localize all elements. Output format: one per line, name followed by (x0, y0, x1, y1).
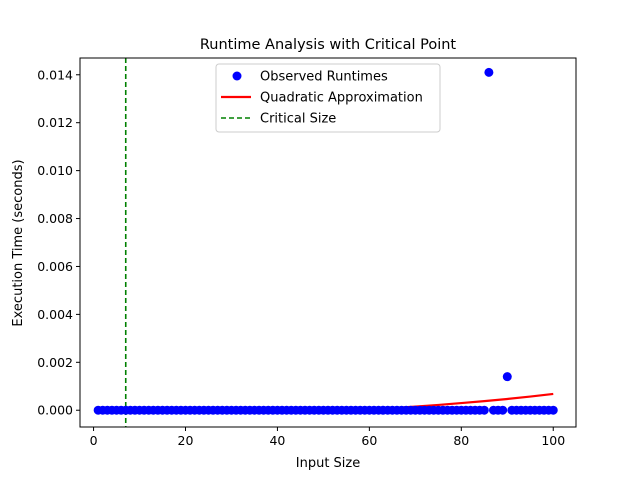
observed-runtime-point (484, 67, 494, 77)
y-tick-label: 0.004 (37, 307, 73, 322)
observed-runtime-point (498, 405, 508, 415)
plot-area (93, 58, 558, 427)
y-tick-label: 0.002 (37, 355, 73, 370)
y-axis-ticks: 0.000 0.002 0.004 0.006 0.008 0.010 0.012 0.014 (37, 67, 80, 418)
plot-frame (79, 57, 577, 428)
legend-quadratic-label: Quadratic Approximation (260, 91, 423, 106)
y-axis-label: Execution Time (seconds) (11, 159, 26, 326)
x-tick-label: 0 (90, 433, 98, 448)
observed-runtime-point (479, 405, 489, 415)
legend: Observed Runtimes Quadratic Approximatio… (215, 63, 441, 133)
x-tick-label: 20 (178, 433, 194, 448)
chart-title: Runtime Analysis with Critical Point (200, 37, 457, 53)
legend-observed-label: Observed Runtimes (260, 70, 388, 85)
x-tick-label: 40 (269, 433, 285, 448)
x-tick-label: 60 (361, 433, 377, 448)
y-tick-label: 0.006 (37, 259, 73, 274)
x-axis-label: Input Size (296, 456, 360, 471)
x-tick-label: 80 (453, 433, 469, 448)
observed-runtime-point (548, 405, 558, 415)
y-tick-label: 0.012 (37, 115, 73, 130)
legend-box (215, 63, 441, 133)
x-tick-label: 100 (541, 433, 565, 448)
observed-runtimes-layer (93, 67, 558, 415)
y-tick-label: 0.000 (37, 403, 73, 418)
x-axis-ticks: 0 20 40 60 80 100 (90, 427, 565, 448)
y-tick-label: 0.008 (37, 211, 73, 226)
y-tick-label: 0.014 (37, 67, 73, 82)
legend-critical-label: Critical Size (260, 112, 336, 127)
legend-observed-marker (232, 71, 242, 81)
observed-runtime-point (502, 372, 512, 382)
y-tick-label: 0.010 (37, 163, 73, 178)
